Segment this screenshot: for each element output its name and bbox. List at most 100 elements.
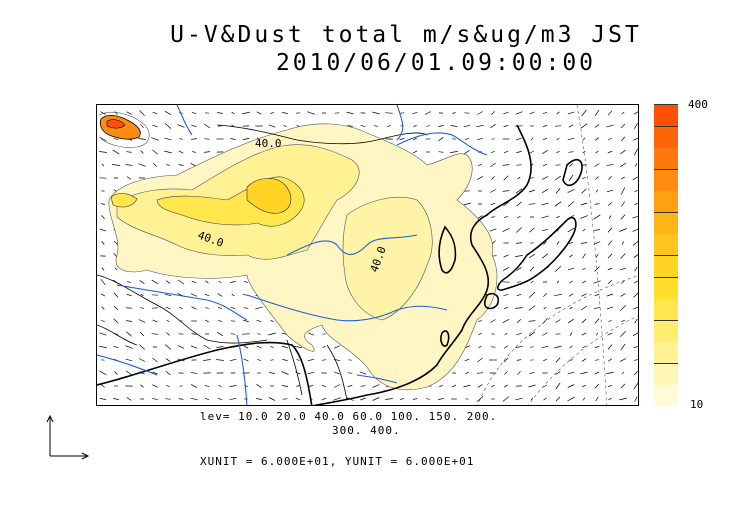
wind-vector bbox=[166, 384, 170, 388]
wind-vector bbox=[190, 384, 198, 388]
wind-vector bbox=[620, 187, 626, 195]
wind-vector bbox=[100, 111, 106, 115]
wind-vector bbox=[620, 330, 626, 338]
wind-vector bbox=[503, 150, 509, 154]
wind-vector bbox=[606, 163, 614, 167]
wind-vector bbox=[607, 253, 613, 259]
wind-vector bbox=[606, 293, 614, 297]
wind-vector bbox=[569, 332, 573, 336]
wind-vector bbox=[477, 215, 483, 219]
wind-vector bbox=[412, 111, 418, 115]
wind-vector bbox=[555, 188, 561, 194]
wind-vector bbox=[229, 397, 237, 401]
wind-vector bbox=[191, 333, 197, 335]
wind-vector bbox=[99, 346, 107, 348]
wind-vector bbox=[594, 266, 600, 272]
wind-vector bbox=[580, 371, 588, 375]
wind-vector bbox=[594, 346, 600, 348]
river-yellow bbox=[286, 234, 418, 256]
wind-vector bbox=[216, 359, 224, 361]
wind-vector bbox=[360, 397, 366, 401]
wind-vector bbox=[582, 345, 586, 349]
wind-vector bbox=[465, 371, 469, 375]
wind-vector bbox=[516, 227, 522, 233]
wind-vector bbox=[192, 150, 196, 154]
wind-vector bbox=[256, 345, 262, 349]
wind-vector bbox=[607, 227, 613, 233]
river-lena bbox=[396, 105, 404, 141]
wind-vector bbox=[517, 371, 521, 375]
wind-vector bbox=[555, 396, 561, 402]
wind-vector bbox=[426, 398, 430, 400]
wind-vector bbox=[451, 384, 457, 388]
wind-vector bbox=[556, 150, 560, 154]
wind-vector bbox=[607, 240, 613, 246]
wind-vector bbox=[568, 318, 574, 324]
wind-vector bbox=[478, 332, 482, 336]
wind-vector bbox=[556, 111, 560, 115]
wind-vector bbox=[621, 176, 625, 180]
wind-vector bbox=[126, 331, 132, 337]
wind-vector bbox=[268, 332, 276, 336]
wind-vector bbox=[516, 137, 522, 141]
colorbar-segment bbox=[654, 104, 678, 127]
wind-vector bbox=[203, 344, 211, 350]
wind-vector bbox=[438, 137, 444, 141]
colorbar-segment bbox=[654, 168, 678, 191]
wind-vector bbox=[607, 279, 613, 285]
wind-vector bbox=[543, 293, 547, 297]
wind-vector bbox=[113, 240, 119, 246]
wind-vector bbox=[634, 202, 638, 206]
wind-vector bbox=[633, 137, 638, 141]
wind-vector bbox=[243, 281, 249, 283]
wind-vector bbox=[594, 294, 600, 296]
wind-vector bbox=[99, 151, 107, 153]
wind-vector bbox=[270, 359, 274, 361]
wind-vector bbox=[321, 397, 327, 401]
wind-vector bbox=[165, 398, 171, 400]
wind-vector bbox=[151, 333, 159, 335]
wind-vector bbox=[360, 124, 366, 128]
wind-vector bbox=[528, 203, 536, 205]
wind-vector bbox=[177, 124, 185, 128]
wind-vector bbox=[556, 241, 560, 245]
wind-vector bbox=[594, 318, 600, 324]
wind-vector bbox=[582, 177, 586, 179]
wind-vector bbox=[594, 203, 600, 205]
wind-vector bbox=[594, 137, 600, 141]
wind-vector bbox=[165, 306, 171, 310]
wind-vector bbox=[634, 189, 638, 193]
wind-vector bbox=[515, 255, 523, 257]
wind-vector bbox=[555, 175, 561, 181]
wind-vector bbox=[399, 112, 405, 114]
wind-vector bbox=[256, 111, 262, 115]
chart-timestamp: 2010/06/01.09:00:00 bbox=[275, 50, 597, 76]
wind-vector bbox=[296, 359, 300, 361]
map-canvas: 40.0 40.0 40.0 bbox=[97, 105, 638, 405]
wind-vector bbox=[190, 397, 198, 401]
japan-kyushu bbox=[483, 292, 500, 310]
wind-vector bbox=[347, 125, 353, 127]
wind-vector bbox=[151, 279, 159, 285]
wind-vector bbox=[372, 111, 380, 115]
wind-vector bbox=[620, 123, 626, 129]
wind-vector bbox=[164, 123, 172, 129]
wind-vector bbox=[140, 150, 144, 154]
wind-vector bbox=[594, 383, 600, 389]
wind-vector bbox=[593, 214, 601, 220]
wind-vector bbox=[191, 125, 197, 127]
wind-vector bbox=[619, 397, 627, 401]
dust-area-core bbox=[246, 178, 292, 214]
wind-vector bbox=[385, 112, 393, 114]
wind-vector bbox=[269, 372, 275, 374]
wind-vector bbox=[205, 307, 209, 309]
wind-vector bbox=[99, 370, 107, 376]
wind-vector bbox=[568, 151, 574, 153]
wind-vector bbox=[595, 176, 599, 180]
wind-vector bbox=[242, 138, 250, 140]
wind-vector bbox=[140, 384, 144, 388]
wind-vector bbox=[567, 189, 575, 193]
wind-vector bbox=[516, 151, 522, 153]
wind-vector bbox=[164, 293, 172, 297]
wind-vector bbox=[191, 306, 197, 310]
